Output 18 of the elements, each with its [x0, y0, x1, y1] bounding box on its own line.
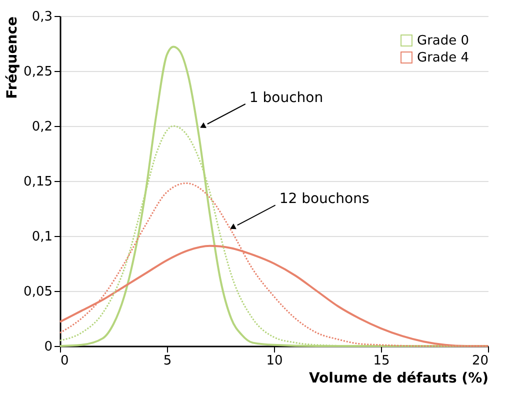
y-tick-label: 0: [44, 340, 52, 354]
legend-label: Grade 0: [417, 34, 470, 48]
y-tick-label: 0,2: [32, 120, 52, 134]
x-tick-label: 5: [163, 354, 172, 368]
annotation: 12 bouchons: [279, 191, 370, 208]
y-tick-label: 0,05: [24, 284, 52, 300]
x-tick-label: 10: [266, 354, 283, 368]
y-tick-label: 0,15: [24, 174, 52, 190]
annotation: 1 bouchon: [249, 90, 324, 106]
x-tick-label: 20: [472, 354, 488, 368]
x-tick-label: 0: [60, 354, 69, 368]
x-axis-title: Volume de défauts (%): [308, 370, 488, 386]
y-tick-label: 0,1: [32, 230, 52, 244]
y-axis-title: Fréquence: [4, 16, 21, 99]
x-tick-label: 15: [373, 354, 390, 368]
legend-label: Grade 4: [417, 50, 470, 66]
y-tick-label: 0,3: [32, 10, 52, 24]
y-tick-label: 0,25: [24, 64, 52, 80]
